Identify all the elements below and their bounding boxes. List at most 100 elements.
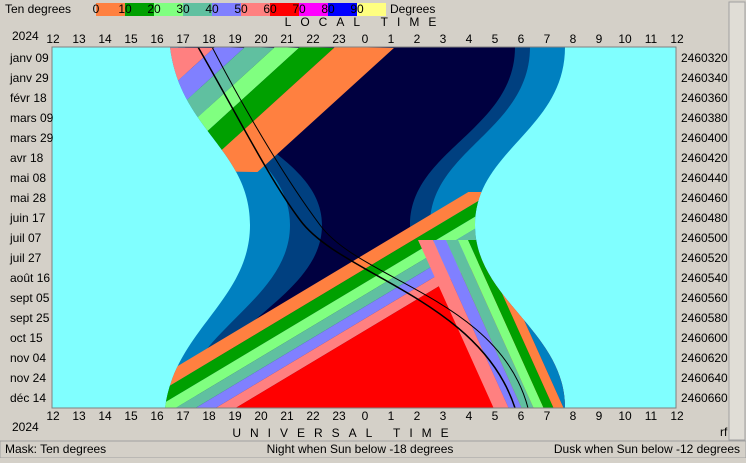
jd-label: 2460540 [681, 271, 728, 285]
scale-swatch [212, 3, 241, 16]
year-bottom: 2024 [12, 420, 39, 434]
scale-label: 90 [350, 2, 364, 16]
bottom-hour-label: 21 [280, 409, 294, 423]
scale-label: 50 [234, 2, 248, 16]
scale-swatch [241, 3, 270, 16]
altitude-band [165, 192, 494, 408]
top-hour-label: 4 [466, 32, 473, 46]
bottom-hour-label: 13 [72, 409, 86, 423]
date-label: sept 25 [10, 311, 50, 325]
scale-swatch [357, 3, 386, 16]
date-label: nov 04 [10, 351, 46, 365]
top-hour-label: 18 [202, 32, 216, 46]
bottom-hour-label: 12 [670, 409, 684, 423]
top-hour-label: 6 [518, 32, 525, 46]
top-hour-label: 12 [46, 32, 60, 46]
bottom-hour-label: 2 [414, 409, 421, 423]
date-label: avr 18 [10, 151, 44, 165]
date-label: nov 24 [10, 371, 46, 385]
curve [197, 47, 516, 408]
scale-label: 40 [205, 2, 219, 16]
date-label: mai 28 [10, 191, 46, 205]
bottom-hour-label: 8 [570, 409, 577, 423]
bottom-hour-label: 19 [228, 409, 242, 423]
scale-label: 80 [321, 2, 335, 16]
bottom-hour-label: 16 [150, 409, 164, 423]
altitude-band [458, 240, 544, 408]
date-label: janv 29 [9, 71, 49, 85]
scale-swatch [183, 3, 212, 16]
jd-label: 2460580 [681, 311, 728, 325]
altitude-band [446, 240, 534, 408]
jd-label: 2460620 [681, 351, 728, 365]
bottom-hour-label: 7 [544, 409, 551, 423]
bottom-hour-label: 17 [176, 409, 190, 423]
date-label: sept 05 [10, 291, 50, 305]
jd-label: 2460440 [681, 171, 728, 185]
scale-label: 20 [147, 2, 161, 16]
top-hour-label: 20 [254, 32, 268, 46]
bottom-hour-label: 0 [362, 409, 369, 423]
top-axis-title: LOCAL TIME [285, 15, 446, 29]
top-hour-label: 22 [306, 32, 320, 46]
date-label: mai 08 [10, 171, 46, 185]
scale-swatch [270, 3, 299, 16]
top-hour-label: 11 [645, 32, 658, 46]
status-night: Night when Sun below -18 degrees [267, 442, 454, 456]
jd-label: 2460480 [681, 211, 728, 225]
altitude-band [418, 240, 509, 408]
date-label: juil 27 [9, 251, 42, 265]
jd-label: 2460660 [681, 391, 728, 405]
plot-frame [51, 46, 677, 409]
date-label: janv 09 [9, 51, 49, 65]
date-label: juin 17 [9, 211, 46, 225]
top-hour-label: 16 [150, 32, 164, 46]
scale-label: 60 [263, 2, 277, 16]
date-label: mars 09 [10, 111, 54, 125]
altitude-band [165, 192, 517, 408]
bottom-hour-label: 10 [618, 409, 632, 423]
status-dusk: Dusk when Sun below -12 degrees [554, 442, 740, 456]
status-mask: Mask: Ten degrees [5, 442, 106, 456]
top-hour-label: 21 [280, 32, 294, 46]
corner-label: rf [720, 425, 728, 439]
jd-label: 2460640 [681, 371, 728, 385]
jd-label: 2460460 [681, 191, 728, 205]
bottom-hour-label: 22 [306, 409, 320, 423]
top-hour-label: 2 [414, 32, 421, 46]
top-hour-label: 0 [362, 32, 369, 46]
top-hour-label: 3 [440, 32, 447, 46]
bottom-hour-label: 23 [332, 409, 346, 423]
bottom-hour-label: 4 [466, 409, 473, 423]
top-hour-label: 9 [596, 32, 603, 46]
top-hour-label: 17 [176, 32, 190, 46]
scrollbar[interactable] [728, 1, 746, 441]
scale-swatch [96, 3, 125, 16]
bottom-hour-label: 3 [440, 409, 447, 423]
mask-name: Ten degrees [5, 2, 71, 16]
top-hour-label: 10 [618, 32, 632, 46]
date-label: déc 14 [10, 391, 46, 405]
jd-label: 2460380 [681, 111, 728, 125]
jd-label: 2460340 [681, 71, 728, 85]
top-hour-label: 7 [544, 32, 551, 46]
altitude-band [468, 240, 554, 408]
top-hour-label: 13 [72, 32, 86, 46]
bottom-hour-label: 1 [388, 409, 395, 423]
scale-label: 0 [93, 2, 100, 16]
curve [211, 47, 529, 408]
date-label: juil 07 [9, 231, 42, 245]
scale-label: 70 [292, 2, 306, 16]
top-hour-label: 12 [670, 32, 684, 46]
date-label: août 16 [10, 271, 50, 285]
altitude-band [198, 47, 394, 172]
bottom-hour-label: 9 [596, 409, 603, 423]
bottom-axis-title: UNIVERSAL TIME [232, 426, 457, 440]
top-hour-label: 15 [124, 32, 138, 46]
bottom-hour-label: 14 [98, 409, 112, 423]
jd-label: 2460600 [681, 331, 728, 345]
top-hour-label: 14 [98, 32, 112, 46]
bottom-hour-label: 18 [202, 409, 216, 423]
jd-label: 2460500 [681, 231, 728, 245]
